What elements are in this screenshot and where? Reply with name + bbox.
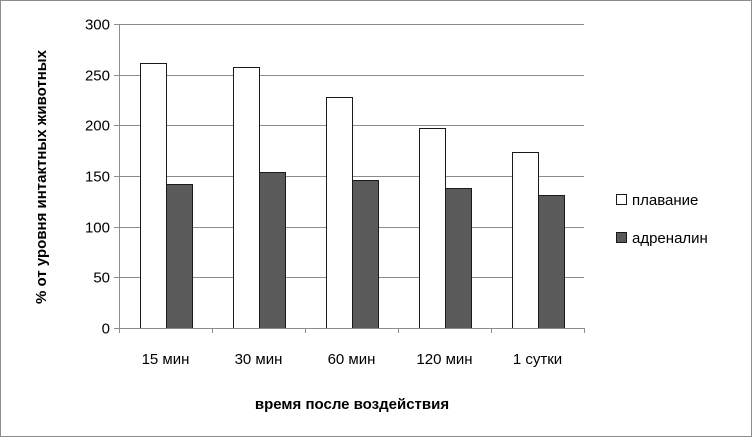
- bar-adrenaline: [538, 195, 565, 329]
- bars: [140, 63, 565, 329]
- bar-swimming: [233, 67, 260, 329]
- x-tick-labels: 15 мин 30 мин 60 мин 120 мин 1 сутки: [119, 328, 585, 368]
- legend-label: адреналин: [632, 230, 708, 247]
- x-tick-label: 60 мин: [328, 351, 376, 368]
- x-axis-title: время после воздействия: [255, 396, 449, 413]
- bar-adrenaline: [259, 172, 286, 329]
- y-axis-title: % от уровня интактных животных: [33, 49, 50, 304]
- legend-swatch: [616, 194, 627, 205]
- legend: плавание адреналин: [616, 192, 708, 247]
- x-tick-label: 120 мин: [416, 351, 472, 368]
- x-tick-label: 1 сутки: [513, 351, 562, 368]
- bar-swimming: [140, 63, 167, 329]
- y-tick-label: 50: [93, 270, 110, 287]
- bar-adrenaline: [445, 188, 472, 329]
- x-tick-label: 15 мин: [142, 351, 190, 368]
- x-tick-label: 30 мин: [235, 351, 283, 368]
- y-tick-label: 0: [102, 321, 110, 338]
- bar-swimming: [326, 97, 353, 329]
- bar-adrenaline: [352, 180, 379, 329]
- legend-label: плавание: [632, 192, 698, 209]
- y-tick-label: 250: [85, 68, 110, 85]
- y-tick-label: 100: [85, 220, 110, 237]
- bar-swimming: [512, 152, 539, 329]
- bar-swimming: [419, 128, 446, 329]
- y-tick-labels: 0 50 100 150 200 250 300: [85, 17, 110, 338]
- y-tick-label: 200: [85, 118, 110, 135]
- y-tick-label: 300: [85, 17, 110, 34]
- y-tick-label: 150: [85, 169, 110, 186]
- legend-swatch: [616, 232, 627, 243]
- bar-adrenaline: [166, 184, 193, 329]
